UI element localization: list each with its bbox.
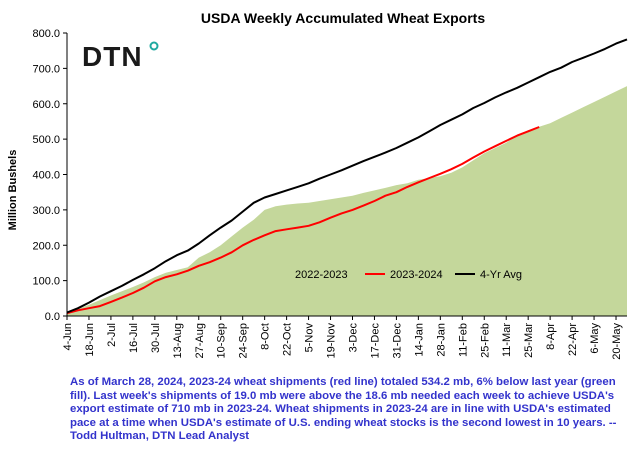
x-tick-label: 18-Jun <box>84 323 96 357</box>
x-tick-label: 8-Oct <box>260 323 272 350</box>
x-tick-label: 19-Nov <box>326 323 338 359</box>
plot-area <box>66 38 628 316</box>
x-tick-label: 5-Nov <box>304 323 316 353</box>
x-tick-label: 8-Apr <box>545 323 557 350</box>
chart-title: USDA Weekly Accumulated Wheat Exports <box>201 10 485 26</box>
y-tick-label: 200.0 <box>32 240 60 252</box>
chart: USDA Weekly Accumulated Wheat Exports DT… <box>7 10 628 360</box>
x-tick-label: 30-Jul <box>150 323 162 353</box>
legend-label-4-yr-avg: 4-Yr Avg <box>480 269 522 281</box>
y-tick-label: 500.0 <box>32 134 60 146</box>
x-tick-label: 24-Sep <box>238 323 250 358</box>
legend-label-2023-2024: 2023-2024 <box>390 269 443 281</box>
x-tick-label: 28-Jan <box>435 323 447 357</box>
x-tick-label: 27-Aug <box>194 323 206 358</box>
x-tick-label: 25-Feb <box>479 323 491 358</box>
y-tick-label: 800.0 <box>32 28 60 40</box>
y-tick-label: 700.0 <box>32 63 60 75</box>
x-tick-label: 22-Apr <box>567 323 579 356</box>
legend: 2022-2023 2023-2024 4-Yr Avg <box>270 269 522 281</box>
y-tick-label: 0.0 <box>45 311 60 323</box>
x-tick-label: 6-May <box>589 323 601 354</box>
x-tick-label: 22-Oct <box>282 323 294 356</box>
x-tick-label: 4-Jun <box>62 323 74 351</box>
y-axis-label: Million Bushels <box>7 150 19 231</box>
legend-label-2022-2023: 2022-2023 <box>295 269 348 281</box>
x-tick-label: 13-Aug <box>172 323 184 358</box>
x-tick-label: 25-Mar <box>523 323 535 358</box>
x-tick-label: 3-Dec <box>348 323 360 353</box>
series-line-2023-2024 <box>66 126 540 315</box>
x-tick-label: 2-Jul <box>106 323 118 347</box>
x-tick-label: 31-Dec <box>391 323 403 359</box>
x-tick-label: 14-Jan <box>413 323 425 357</box>
y-tick-label: 100.0 <box>32 276 60 288</box>
legend-swatch-2022-2023 <box>270 270 290 278</box>
x-axis: 4-Jun 18-Jun 2-Jul 16-Jul 30-Jul 13-Aug 27-Aug… <box>62 315 627 360</box>
x-tick-label: 16-Jul <box>128 323 140 353</box>
x-tick-label: 11-Mar <box>501 323 513 357</box>
y-tick-label: 600.0 <box>32 99 60 111</box>
series-line-4-yr-avg <box>66 38 628 314</box>
x-tick-label: 11-Feb <box>457 323 469 357</box>
logo-dot-icon <box>149 41 159 51</box>
x-tick-label: 20-May <box>611 323 623 360</box>
logo-text: DTN <box>82 41 143 72</box>
series-area-2022-2023 <box>67 86 627 316</box>
x-tick-label: 10-Sep <box>216 323 228 358</box>
caption-text: As of March 28, 2024, 2023-24 wheat ship… <box>70 376 617 443</box>
y-tick-label: 300.0 <box>32 205 60 217</box>
x-tick-label: 17-Dec <box>370 323 382 359</box>
y-axis: 0.0 100.0 200.0 300.0 400.0 500.0 600.0 700.0 80… <box>32 28 68 323</box>
y-tick-label: 400.0 <box>32 170 60 182</box>
dtn-logo: DTN <box>82 41 159 72</box>
